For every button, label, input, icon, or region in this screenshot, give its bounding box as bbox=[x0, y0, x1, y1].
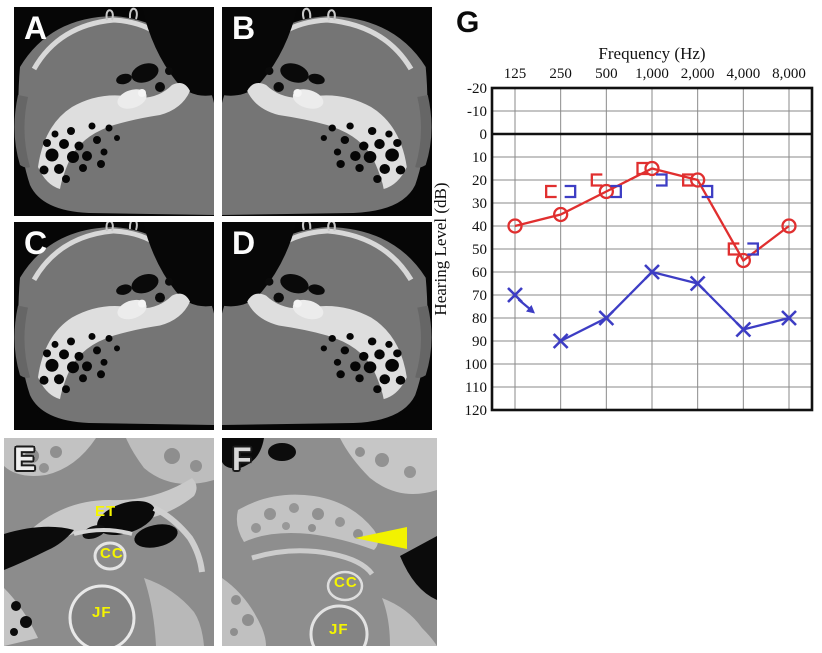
panel-letter-c: C bbox=[24, 225, 48, 261]
right-ear-air-conduction-line bbox=[514, 167, 790, 263]
right-bracket-marker bbox=[701, 184, 714, 199]
y-tick-label: 0 bbox=[480, 127, 488, 143]
panel-letter-a: A bbox=[24, 10, 48, 46]
left-ear-air-conduction-series bbox=[507, 264, 797, 349]
x-axis-title: Frequency (Hz) bbox=[598, 44, 705, 63]
ct-panel-f: F CC JF bbox=[222, 438, 437, 646]
right-ear-air-conduction-series bbox=[507, 160, 797, 269]
right-ear-bone-conduction-series bbox=[545, 161, 740, 256]
x-tick-label: 125 bbox=[504, 66, 527, 82]
panel-letter-b: B bbox=[232, 10, 256, 46]
x-marker bbox=[781, 310, 797, 326]
left-bracket-marker bbox=[545, 184, 557, 199]
annotation-carotid-canal: CC bbox=[334, 574, 358, 591]
right-bracket-marker bbox=[656, 173, 668, 187]
x-tick-label: 500 bbox=[595, 66, 618, 82]
x-tick-label: 1,000 bbox=[635, 66, 669, 82]
annotation-carotid-canal: CC bbox=[100, 545, 124, 562]
panel-letter-g: G bbox=[456, 6, 480, 39]
circle-marker bbox=[644, 160, 660, 177]
y-tick-label: 70 bbox=[472, 288, 487, 304]
y-tick-label: 110 bbox=[465, 380, 487, 396]
y-tick-label: 20 bbox=[472, 173, 487, 189]
y-tick-label: 100 bbox=[465, 357, 488, 373]
circle-marker bbox=[507, 218, 523, 234]
y-tick-label: 90 bbox=[472, 334, 487, 350]
circle-marker bbox=[781, 218, 797, 234]
left-bracket-marker bbox=[682, 173, 694, 187]
y-tick-label: 120 bbox=[465, 403, 488, 419]
left-ear-air-conduction-line bbox=[560, 270, 790, 343]
ct-panel-e: E ET CC JF bbox=[4, 438, 214, 646]
ct-panel-b: B bbox=[222, 7, 432, 216]
x-marker bbox=[552, 333, 569, 349]
annotation-jugular-foramen: JF bbox=[92, 604, 112, 621]
left-bracket-marker bbox=[727, 242, 740, 256]
y-tick-label: 30 bbox=[472, 196, 487, 212]
ct-panel-a: A bbox=[14, 7, 214, 216]
chart-gridlines bbox=[492, 88, 812, 410]
panel-letter-f: F bbox=[232, 441, 252, 477]
left-bracket-marker bbox=[590, 173, 603, 187]
left-ear-bone-conduction-series bbox=[564, 173, 759, 256]
circle-marker bbox=[598, 183, 614, 200]
annotation-jugular-foramen: JF bbox=[329, 621, 349, 638]
y-tick-label: 10 bbox=[472, 150, 487, 166]
y-tick-label: 60 bbox=[472, 265, 487, 281]
x-tick-label: 250 bbox=[549, 66, 572, 82]
right-bracket-marker bbox=[610, 184, 622, 199]
left-bracket-marker bbox=[636, 161, 648, 176]
no-response-arrow bbox=[517, 298, 532, 311]
circle-marker bbox=[735, 252, 751, 269]
x-marker bbox=[507, 287, 523, 303]
x-marker bbox=[598, 310, 615, 326]
right-bracket-marker bbox=[564, 184, 577, 199]
x-marker bbox=[644, 264, 660, 280]
x-marker bbox=[689, 275, 706, 292]
y-tick-label: 80 bbox=[472, 311, 487, 327]
ct-image-e bbox=[4, 438, 214, 646]
circle-marker bbox=[553, 206, 569, 223]
y-axis-title: Hearing Level (dB) bbox=[432, 182, 450, 315]
x-tick-label: 2,000 bbox=[681, 66, 715, 82]
audiogram-chart: 125 250 500 1,000 2,000 4,000 8,000 -20 -10 0 10 20… bbox=[432, 44, 814, 419]
panel-letter-d: D bbox=[232, 225, 256, 261]
x-tick-label: 4,000 bbox=[726, 66, 760, 82]
ct-panel-c: C bbox=[14, 222, 214, 430]
circle-marker bbox=[690, 172, 706, 188]
no-response-arrowhead bbox=[526, 305, 535, 314]
chart-border bbox=[490, 86, 814, 412]
x-tick-label: 8,000 bbox=[772, 66, 806, 82]
x-marker bbox=[735, 321, 752, 338]
y-tick-label: 50 bbox=[472, 242, 487, 258]
right-bracket-marker bbox=[747, 242, 759, 256]
y-tick-label: -10 bbox=[467, 104, 487, 120]
annotation-eustachian-tube: ET bbox=[95, 503, 117, 520]
left-arrowhead-icon bbox=[355, 527, 407, 549]
ct-panel-d: D bbox=[222, 222, 432, 430]
y-tick-label: -20 bbox=[467, 81, 487, 97]
panel-letter-e: E bbox=[14, 441, 36, 477]
y-tick-label: 40 bbox=[472, 219, 487, 235]
